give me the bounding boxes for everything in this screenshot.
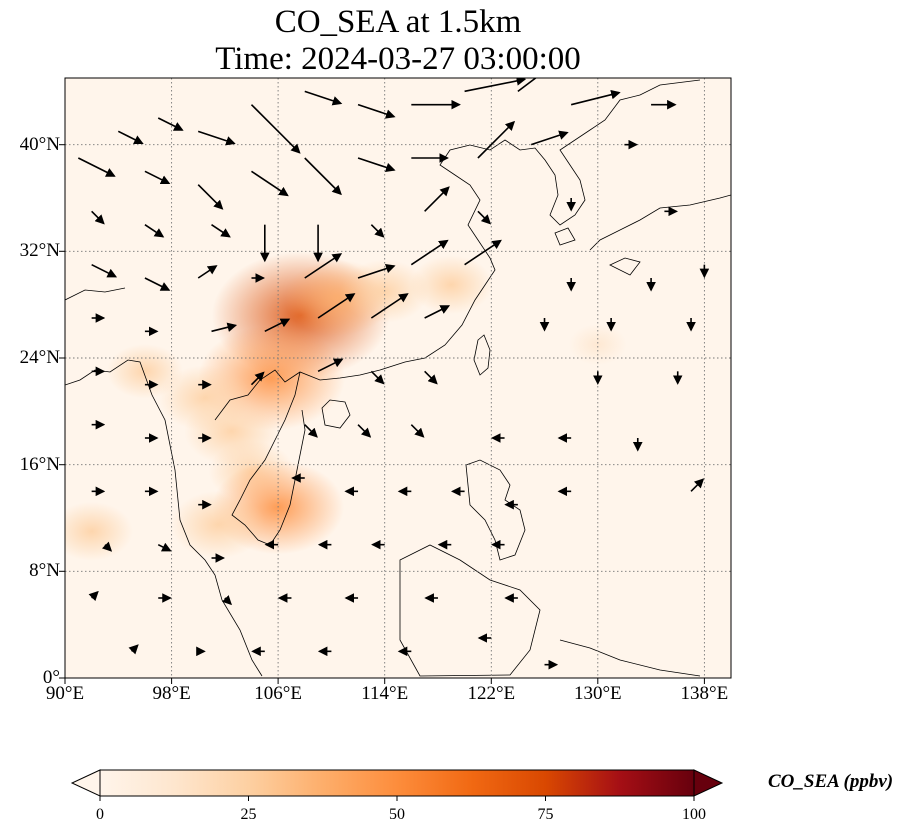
- colorbar-tick-label: 100: [682, 806, 706, 823]
- wind-arrow: [304, 424, 318, 438]
- wind-arrow: [144, 170, 171, 185]
- colorbar-ticks: [99, 796, 695, 801]
- wind-arrow: [91, 210, 105, 225]
- colorbar-tick-label: 50: [389, 806, 405, 823]
- wind-arrow: [464, 78, 527, 93]
- wind-arrow: [221, 594, 232, 606]
- lat-tick-label: 32°N: [19, 240, 60, 261]
- wind-arrow: [304, 157, 342, 196]
- wind-arrow: [250, 104, 301, 154]
- wind-arrow: [197, 130, 236, 146]
- wind-arrow: [357, 424, 372, 438]
- wind-arrow: [144, 224, 165, 238]
- wind-arrow: [357, 263, 396, 279]
- colorbar-gradient: [99, 769, 695, 797]
- co-hotspot: [170, 490, 266, 559]
- wind-arrow: [144, 277, 171, 291]
- colorbar-extend-max: [693, 769, 724, 797]
- wind-arrow: [317, 293, 356, 319]
- colorbar-extend-min: [70, 769, 101, 797]
- wind-arrow: [128, 644, 139, 655]
- chart-title-line-1: CO_SEA at 1.5km: [274, 4, 522, 40]
- wind-arrow: [570, 89, 621, 106]
- lon-tick-label: 130°E: [573, 683, 622, 704]
- colorbar-tick-label: 75: [537, 806, 554, 823]
- wind-arrow: [357, 157, 396, 173]
- lat-tick-label: 8°N: [29, 560, 60, 581]
- lat-tick-label: 24°N: [19, 347, 60, 368]
- co-hotspot: [159, 365, 251, 431]
- wind-arrow: [157, 117, 184, 131]
- co-hotspot: [568, 324, 627, 366]
- wind-arrow: [77, 157, 116, 177]
- colorbar-tick-label: 0: [96, 806, 104, 823]
- gridlines: [65, 78, 731, 678]
- wind-arrow: [517, 78, 537, 92]
- wind-arrow: [264, 318, 291, 333]
- wind-arrow: [370, 370, 385, 385]
- wind-vectors: [77, 78, 710, 670]
- wind-arrow: [530, 130, 569, 146]
- wind-arrow: [304, 253, 343, 279]
- wind-arrow: [211, 322, 238, 333]
- wind-arrow: [424, 305, 451, 319]
- wind-arrow: [410, 239, 449, 266]
- wind-arrow: [117, 130, 144, 145]
- wind-arrow: [370, 224, 385, 238]
- wind-arrow: [464, 239, 502, 266]
- lon-tick-label: 90°E: [45, 683, 85, 704]
- wind-arrow: [88, 590, 99, 602]
- lat-tick-label: 40°N: [19, 134, 60, 155]
- wind-arrow: [424, 370, 438, 385]
- wind-arrow: [357, 103, 396, 119]
- chart-title-line-2: Time: 2024-03-27 03:00:00: [215, 41, 581, 77]
- wind-arrow: [304, 90, 343, 106]
- wind-arrow: [197, 184, 224, 210]
- wind-arrow: [101, 541, 113, 552]
- colorbar: [70, 769, 724, 801]
- map-frame: [64, 77, 732, 679]
- wind-arrow: [477, 210, 492, 225]
- wind-arrow: [690, 478, 705, 492]
- co-hotspot: [410, 255, 493, 315]
- tick-marks: [59, 144, 705, 684]
- lon-tick-label: 114°E: [361, 683, 409, 704]
- lat-tick-label: 0°: [42, 667, 60, 688]
- wind-arrow: [370, 293, 409, 319]
- lon-tick-label: 122°E: [467, 683, 516, 704]
- wind-arrow: [157, 542, 172, 552]
- wind-arrow: [250, 371, 265, 386]
- colorbar-tick-label: 25: [240, 806, 257, 823]
- wind-arrow: [317, 358, 344, 373]
- lon-tick-label: 98°E: [152, 683, 191, 704]
- wind-arrow: [251, 170, 289, 197]
- lon-tick-label: 138°E: [680, 683, 729, 704]
- wind-arrow: [477, 120, 516, 159]
- wind-arrow: [424, 186, 450, 212]
- colorbar-label: CO_SEA (ppbv): [768, 771, 894, 792]
- lat-tick-label: 16°N: [19, 454, 60, 475]
- wind-arrow: [197, 265, 218, 279]
- wind-arrow: [410, 424, 425, 438]
- lon-tick-label: 106°E: [254, 683, 302, 704]
- map-panel: [59, 77, 732, 684]
- co-hotspot: [65, 501, 133, 561]
- wind-arrow: [91, 263, 118, 278]
- wind-arrow: [211, 224, 231, 238]
